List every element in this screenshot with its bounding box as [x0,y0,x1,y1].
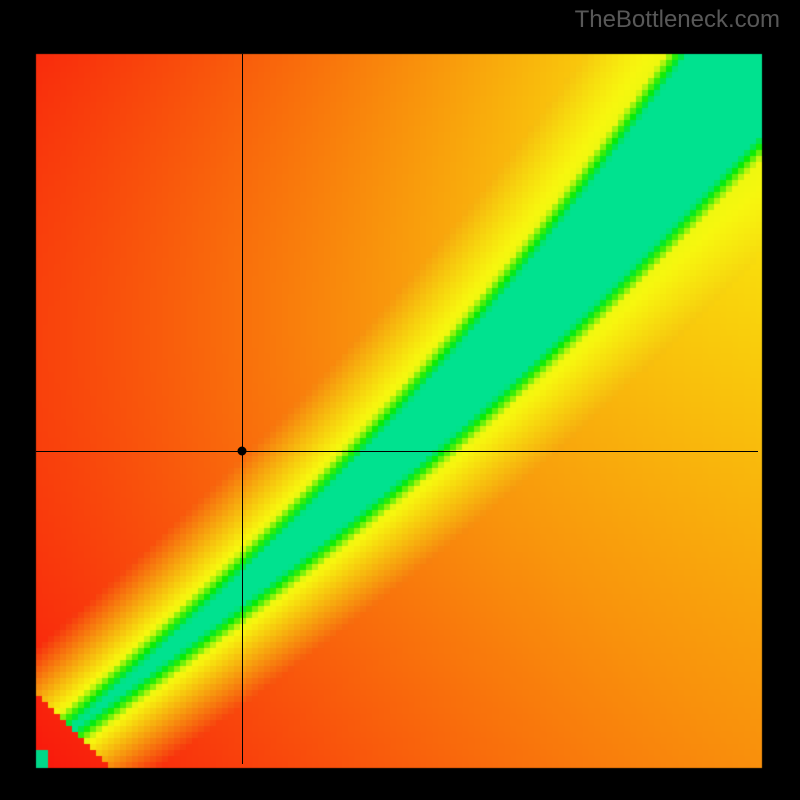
bottleneck-heatmap [0,0,800,800]
watermark-text: TheBottleneck.com [575,6,780,34]
crosshair-vertical [242,54,243,764]
crosshair-horizontal [36,451,758,452]
marker-dot [238,446,247,455]
